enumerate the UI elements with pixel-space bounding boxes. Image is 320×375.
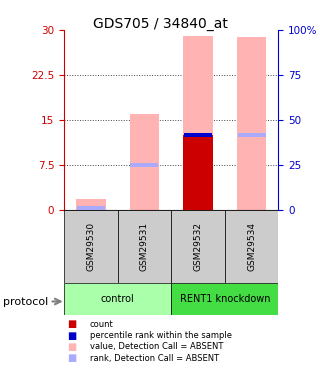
Bar (130, 114, 159, 210)
Bar (237, 37, 266, 210)
Bar (64, 283, 171, 315)
Text: ■: ■ (67, 320, 76, 329)
Bar (171, 210, 225, 283)
Bar (76, 199, 106, 210)
Text: ■: ■ (67, 342, 76, 352)
Bar (171, 283, 278, 315)
Text: rank, Detection Call = ABSENT: rank, Detection Call = ABSENT (90, 354, 219, 363)
Text: control: control (101, 294, 134, 304)
Text: count: count (90, 320, 113, 329)
Text: percentile rank within the sample: percentile rank within the sample (90, 331, 232, 340)
Bar (183, 135, 213, 210)
Bar (237, 133, 266, 137)
Text: value, Detection Call = ABSENT: value, Detection Call = ABSENT (90, 342, 223, 351)
Text: GSM29532: GSM29532 (194, 222, 203, 271)
Text: ■: ■ (67, 331, 76, 340)
Text: RENT1 knockdown: RENT1 knockdown (180, 294, 270, 304)
Text: GSM29530: GSM29530 (86, 222, 95, 271)
Text: GDS705 / 34840_at: GDS705 / 34840_at (92, 17, 228, 31)
Text: protocol: protocol (3, 297, 48, 307)
Bar (77, 206, 105, 210)
Bar (184, 133, 212, 137)
Bar (118, 210, 171, 283)
Bar (225, 210, 278, 283)
Text: GSM29534: GSM29534 (247, 222, 256, 271)
Bar (64, 210, 118, 283)
Bar (130, 163, 158, 167)
Bar (183, 36, 213, 210)
Text: GSM29531: GSM29531 (140, 222, 149, 271)
Text: ■: ■ (67, 353, 76, 363)
